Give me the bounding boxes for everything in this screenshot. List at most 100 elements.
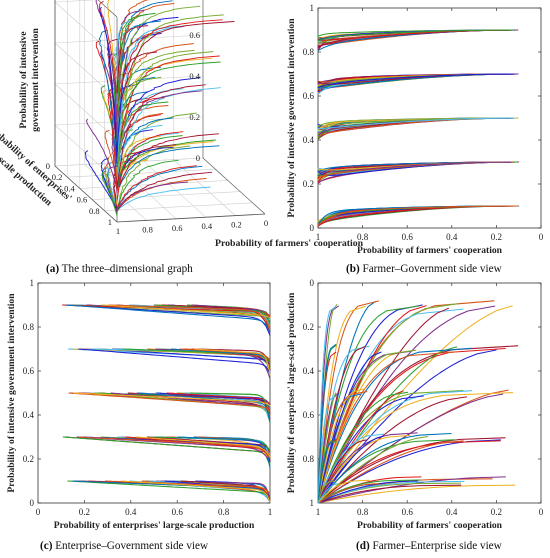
panel-b-y-tick-label: 0.2 xyxy=(303,179,314,189)
panel-d-trajectory xyxy=(317,344,337,504)
panel-a-gridline xyxy=(54,34,204,44)
panel-a-y-tick-label: 0 xyxy=(46,161,50,171)
panel-c-x-tick-label: 0.2 xyxy=(79,507,90,517)
panel-b-trajectory xyxy=(317,117,510,136)
panel-d-trajectory xyxy=(317,305,420,504)
panel-b-y-tick-label: 1 xyxy=(310,3,315,13)
panel-c-plot-frame xyxy=(37,282,271,504)
panel-d-y-tick-label: 0.6 xyxy=(303,410,315,420)
panel-c-trajectory xyxy=(177,436,271,469)
panel-a-trajectory xyxy=(116,55,220,155)
panel-d-y-axis-label: Probability of enterprises' large-scale … xyxy=(286,292,297,493)
panel-a-z-tick-label: 0.4 xyxy=(189,71,200,81)
panel-b-trajectory xyxy=(317,117,510,137)
panel-a-trajectory xyxy=(95,40,118,150)
panel-a-trajectory xyxy=(116,21,235,123)
panel-c-trajectory xyxy=(195,348,271,371)
panel-a-x-tick-label: 0.4 xyxy=(201,221,212,231)
caption-a: (a) The three–dimensional graph xyxy=(46,263,193,275)
panel-a-x-tick-label: 0 xyxy=(264,218,268,228)
panel-a-z-axis-label: Probability of intensive xyxy=(18,31,29,129)
panel-a-trajectory xyxy=(99,1,118,97)
panel-b-trajectory xyxy=(317,205,509,227)
panel-a-z-tick-label: 0.2 xyxy=(189,112,200,122)
panel-d-trajectory xyxy=(317,484,516,504)
panel-b-x-tick-label: 0.2 xyxy=(491,232,502,242)
panel-a-y-tick-label: 0.6 xyxy=(77,195,88,205)
panel-a-trajectory xyxy=(116,131,184,202)
panel-d-x-tick-label: 1 xyxy=(316,507,321,517)
panel-b-x-tick-label: 0.4 xyxy=(446,232,458,242)
panel-d-y-tick-label: 1 xyxy=(310,498,315,508)
panel-c-y-tick-label: 0.8 xyxy=(23,322,35,332)
panel-b-trajectory xyxy=(317,73,519,89)
panel-d-plot-frame xyxy=(317,282,542,504)
panel-a-trajectory xyxy=(107,0,118,95)
panel-b-y-axis-label: Probability of intensive government inte… xyxy=(286,18,297,218)
panel-a-axis-line xyxy=(97,0,118,18)
panel-a-z-tick-label: 0 xyxy=(196,153,200,163)
panel-a-y-tick-label: 0.8 xyxy=(89,206,100,216)
panel-a-trajectory xyxy=(84,150,118,210)
panel-c-trajectory xyxy=(72,480,271,503)
panel-b-y-tick-label: 0 xyxy=(310,223,315,233)
panel-a-x-axis-label: Probability of farmers' cooperation xyxy=(215,238,364,249)
panel-d-y-tick-label: 0.8 xyxy=(303,454,315,464)
panel-d-x-tick-label: 0.2 xyxy=(491,507,502,517)
panel-d-x-tick-label: 0.4 xyxy=(446,507,458,517)
panel-a-z-tick-label: 0.6 xyxy=(189,30,200,40)
panel-a-x-tick-label: 1 xyxy=(116,226,120,236)
panel-d-trajectory xyxy=(317,351,382,504)
panel-a-gridline xyxy=(104,202,253,212)
panel-c-trajectory xyxy=(78,436,271,459)
panel-c-trajectory xyxy=(180,480,271,503)
panel-b-y-tick-label: 0.8 xyxy=(303,47,315,57)
panel-c-trajectory xyxy=(166,392,271,406)
panel-a-trajectory xyxy=(104,129,118,184)
panel-d-trajectory xyxy=(317,350,408,504)
panel-b-trajectory xyxy=(317,205,519,226)
panel-c-trajectory xyxy=(65,304,271,334)
panel-c-trajectory xyxy=(62,436,271,467)
panel-c-trajectory xyxy=(108,304,271,330)
panel-a-trajectory xyxy=(116,135,183,191)
panel-a-trajectory xyxy=(116,5,201,122)
panel-a-gridline xyxy=(54,1,118,59)
panel-a-y-tick-label: 0.4 xyxy=(64,183,75,193)
panel-c-x-tick-label: 0.8 xyxy=(218,507,230,517)
panel-c-x-axis-label: Probability of enterprises' large-scale … xyxy=(54,520,255,531)
caption-b: (b) Farmer–Government side view xyxy=(346,263,502,275)
panel-b-y-tick-label: 0.4 xyxy=(303,135,315,145)
panel-c-y-tick-label: 1 xyxy=(30,278,35,288)
panel-a-trajectory xyxy=(86,118,118,190)
panel-a-trajectory xyxy=(116,51,214,178)
panel-d-trajectory xyxy=(317,305,366,504)
panel-a-trajectory xyxy=(95,0,118,106)
panel-c-x-tick-label: 0 xyxy=(36,507,41,517)
panel-a-trajectory xyxy=(98,29,118,172)
panel-a-trajectory xyxy=(116,0,173,146)
panel-b-x-tick-label: 0.6 xyxy=(402,232,414,242)
panel-a-trajectory xyxy=(116,186,211,212)
panel-c-y-axis-label: Probability of intensive government inte… xyxy=(6,293,17,493)
panel-a-trajectory xyxy=(116,19,223,109)
panel-d-trajectory xyxy=(317,480,337,504)
panel-c-x-tick-label: 1 xyxy=(268,507,273,517)
panel-a-trajectory xyxy=(116,159,179,215)
panel-a-trajectory xyxy=(116,12,156,140)
panel-c-trajectory xyxy=(101,304,271,319)
panel-c-trajectory xyxy=(156,392,271,405)
panel-a-y-tick-label: 1 xyxy=(108,217,112,227)
panel-b-trajectory xyxy=(317,29,514,41)
panel-a-gridline xyxy=(113,162,177,220)
panel-d-trajectory xyxy=(317,432,452,504)
panel-c-trajectory xyxy=(110,392,271,420)
panel-d-trajectory xyxy=(317,349,497,504)
panel-d-x-tick-label: 0.8 xyxy=(357,507,369,517)
panel-a-trajectory xyxy=(116,61,221,135)
panel-d-x-tick-label: 0 xyxy=(539,507,544,517)
panel-d-x-axis-label: Probability of farmers' cooperation xyxy=(357,520,503,531)
panel-d-trajectory xyxy=(317,305,513,504)
panel-a-trajectory xyxy=(105,171,118,212)
